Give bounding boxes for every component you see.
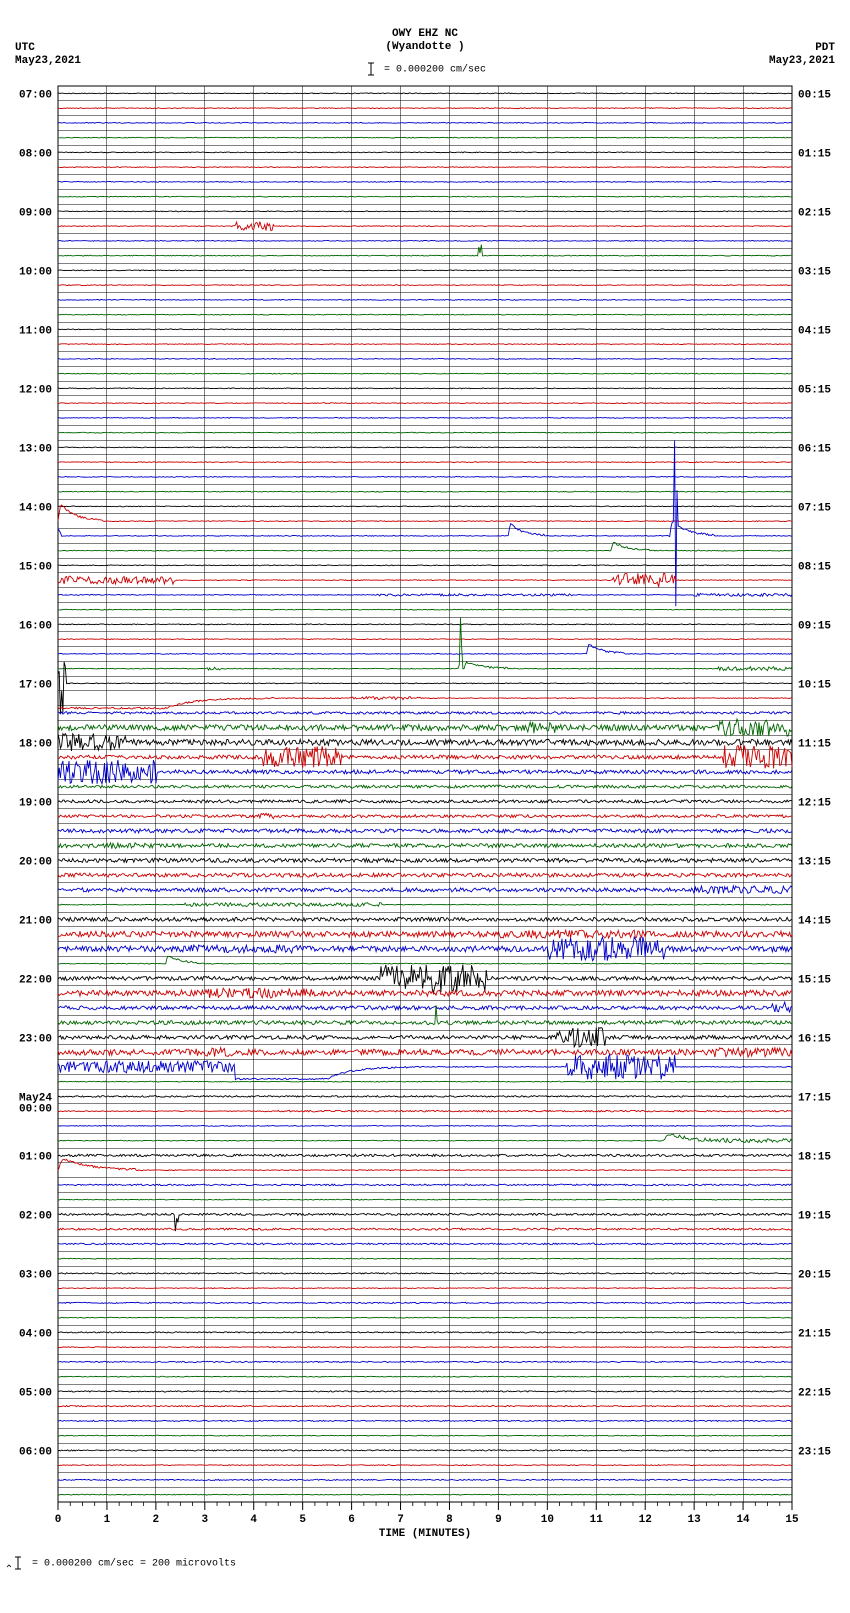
svg-text:03:00: 03:00 [19,1269,52,1281]
footer-text: = 0.000200 cm/sec = 200 microvolts [32,1559,236,1570]
svg-text:02:00: 02:00 [19,1210,52,1222]
svg-text:15:15: 15:15 [798,974,831,986]
svg-text:18:00: 18:00 [19,738,52,750]
svg-text:13:15: 13:15 [798,856,831,868]
svg-text:00:15: 00:15 [798,89,831,101]
svg-text:16:15: 16:15 [798,1033,831,1045]
svg-text:19:15: 19:15 [798,1210,831,1222]
svg-text:TIME (MINUTES): TIME (MINUTES) [379,1528,471,1540]
svg-text:18:15: 18:15 [798,1151,831,1163]
svg-text:13: 13 [688,1514,702,1526]
svg-text:4: 4 [250,1514,257,1526]
svg-text:08:15: 08:15 [798,561,831,573]
seismogram-plot: 0123456789101112131415TIME (MINUTES)07:0… [0,80,850,1550]
svg-text:07:00: 07:00 [19,89,52,101]
svg-text:22:15: 22:15 [798,1387,831,1399]
svg-text:9: 9 [495,1514,502,1526]
svg-text:13:00: 13:00 [19,443,52,455]
svg-text:19:00: 19:00 [19,797,52,809]
svg-text:07:15: 07:15 [798,502,831,514]
svg-text:1: 1 [104,1514,111,1526]
svg-text:21:15: 21:15 [798,1328,831,1340]
svg-text:16:00: 16:00 [19,620,52,632]
svg-text:22:00: 22:00 [19,974,52,986]
svg-text:12: 12 [639,1514,652,1526]
svg-text:0: 0 [55,1514,62,1526]
svg-text:17:15: 17:15 [798,1092,831,1104]
svg-text:05:00: 05:00 [19,1387,52,1399]
svg-text:21:00: 21:00 [19,915,52,927]
svg-text:5: 5 [299,1514,306,1526]
svg-text:20:15: 20:15 [798,1269,831,1281]
scale-text: = 0.000200 cm/sec [384,65,486,76]
svg-text:7: 7 [397,1514,404,1526]
svg-text:04:15: 04:15 [798,325,831,337]
svg-text:23:00: 23:00 [19,1033,52,1045]
svg-text:05:15: 05:15 [798,384,831,396]
svg-text:10:15: 10:15 [798,679,831,691]
svg-text:03:15: 03:15 [798,266,831,278]
svg-text:00:00: 00:00 [19,1103,52,1115]
svg-text:06:00: 06:00 [19,1446,52,1458]
svg-text:14:15: 14:15 [798,915,831,927]
svg-text:06:15: 06:15 [798,443,831,455]
svg-text:11:00: 11:00 [19,325,52,337]
svg-text:01:15: 01:15 [798,148,831,160]
svg-text:12:00: 12:00 [19,384,52,396]
scale-legend: = 0.000200 cm/sec [0,62,850,76]
svg-text:14:00: 14:00 [19,502,52,514]
svg-text:09:00: 09:00 [19,207,52,219]
svg-text:2: 2 [153,1514,160,1526]
svg-text:6: 6 [348,1514,355,1526]
svg-text:02:15: 02:15 [798,207,831,219]
svg-text:04:00: 04:00 [19,1328,52,1340]
svg-text:23:15: 23:15 [798,1446,831,1458]
svg-text:10:00: 10:00 [19,266,52,278]
svg-text:17:00: 17:00 [19,679,52,691]
svg-text:10: 10 [541,1514,554,1526]
footer-scale: = 0.000200 cm/sec = 200 microvolts [0,1550,850,1582]
svg-text:15: 15 [785,1514,799,1526]
svg-text:01:00: 01:00 [19,1151,52,1163]
svg-text:08:00: 08:00 [19,148,52,160]
svg-text:20:00: 20:00 [19,856,52,868]
svg-text:09:15: 09:15 [798,620,831,632]
svg-text:15:00: 15:00 [19,561,52,573]
svg-text:11:15: 11:15 [798,738,831,750]
svg-text:14: 14 [736,1514,750,1526]
svg-text:12:15: 12:15 [798,797,831,809]
header: UTC May23,2021 PDT May23,2021 OWY EHZ NC… [0,0,850,80]
station-title: OWY EHZ NC [0,28,850,40]
svg-text:3: 3 [201,1514,208,1526]
svg-text:8: 8 [446,1514,453,1526]
station-location: (Wyandotte ) [0,41,850,53]
svg-text:11: 11 [590,1514,604,1526]
